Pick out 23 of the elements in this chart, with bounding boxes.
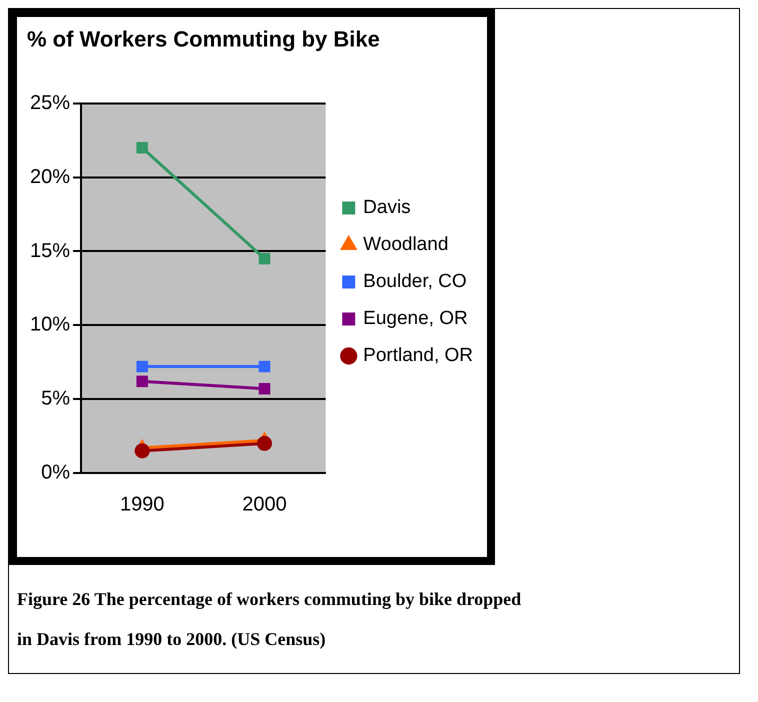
legend-label: Woodland <box>363 234 448 256</box>
chart-title: % of Workers Commuting by Bike <box>27 26 380 52</box>
point <box>257 436 272 451</box>
y-tick-label: 25% <box>30 92 70 114</box>
caption: Figure 26 The percentage of workers commuting by bike dropped in Davis from 1990 to 2000. (US Census) <box>17 588 522 651</box>
point <box>136 142 148 154</box>
point <box>258 382 270 394</box>
point <box>258 252 270 264</box>
point <box>258 360 270 372</box>
y-tick-label: 10% <box>30 314 70 336</box>
point <box>136 360 148 372</box>
point <box>134 443 150 458</box>
legend-label: Davis <box>363 197 411 218</box>
x-tick-label: 2000 <box>242 494 287 516</box>
legend-label: Portland, OR <box>363 345 474 366</box>
y-tick-label: 5% <box>41 388 70 410</box>
x-tick-label: 1990 <box>120 494 164 516</box>
y-tick-label: 15% <box>30 240 70 262</box>
y-tick-label: 20% <box>30 166 70 188</box>
point <box>136 376 148 388</box>
legend-label: Eugene, OR <box>363 308 468 330</box>
y-tick-label: 0% <box>41 462 70 484</box>
legend-label: Boulder, CO <box>363 271 467 292</box>
